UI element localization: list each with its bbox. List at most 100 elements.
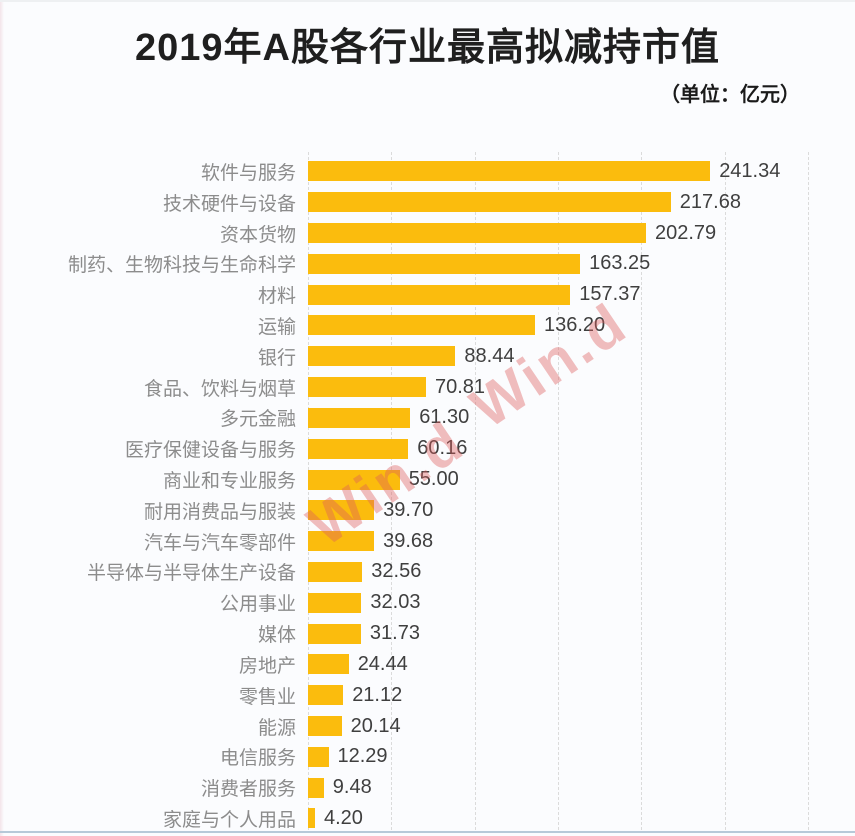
bar [308, 808, 315, 829]
bar [308, 192, 671, 213]
unit-label: （单位：亿元） [660, 84, 800, 106]
value-label: 32.03 [370, 591, 421, 614]
bar [308, 685, 344, 706]
chart-row: 汽车与汽车零部件 39.68 [0, 526, 855, 557]
category-label: 资本货物 [219, 224, 296, 246]
value-label: 39.68 [383, 529, 434, 552]
category-label: 汽车与汽车零部件 [143, 532, 296, 554]
category-label: 软件与服务 [200, 162, 296, 184]
category-label: 商业和专业服务 [162, 471, 296, 493]
value-label: 136.20 [544, 313, 606, 336]
value-label: 163.25 [589, 252, 651, 275]
chart-row: 零售业 21.12 [0, 680, 855, 711]
chart-row: 制药、生物科技与生命科学 163.25 [0, 248, 855, 279]
category-label: 媒体 [257, 625, 296, 647]
category-label: 银行 [257, 347, 296, 369]
value-label: 12.29 [337, 745, 388, 768]
category-label: 材料 [257, 286, 296, 308]
value-label: 24.44 [357, 652, 408, 675]
chart-row: 消费者服务 9.48 [0, 772, 855, 803]
bottom-border-line [0, 831, 855, 833]
value-label: 4.20 [324, 806, 363, 829]
category-label: 零售业 [238, 686, 296, 708]
chart-row: 商业和专业服务 55.00 [0, 464, 855, 495]
chart-row: 医疗保健设备与服务 60.16 [0, 433, 855, 464]
chart-row: 房地产 24.44 [0, 649, 855, 680]
bar [308, 161, 711, 182]
bar [308, 654, 349, 675]
gridline [724, 152, 726, 830]
value-label: 21.12 [352, 683, 403, 706]
value-label: 31.73 [369, 622, 420, 645]
category-label: 公用事业 [219, 594, 296, 616]
chart-row: 食品、饮料与烟草 70.81 [0, 372, 855, 403]
value-label: 157.37 [579, 283, 641, 306]
chart-row: 能源 20.14 [0, 711, 855, 742]
category-label: 运输 [257, 316, 296, 338]
value-label: 241.34 [719, 159, 781, 182]
category-label: 耐用消费品与服装 [143, 501, 296, 523]
gridline [808, 152, 809, 830]
chart-row: 运输 136.20 [0, 310, 855, 341]
category-label: 房地产 [238, 655, 296, 677]
bar [308, 284, 571, 305]
value-label: 20.14 [350, 714, 401, 737]
gridline [474, 152, 476, 830]
chart-row: 公用事业 32.03 [0, 587, 855, 618]
value-label: 9.48 [332, 776, 372, 799]
bar [308, 253, 581, 274]
chart-rows: 软件与服务 241.34 技术硬件与设备 217.68 资本货物 202.79 制药、生物科… [0, 156, 855, 834]
gridlines [308, 152, 810, 830]
bar [308, 346, 456, 367]
category-label: 制药、生物科技与生命科学 [67, 255, 296, 277]
chart-title: 2019年A股各行业最高拟减持市值 [135, 27, 720, 69]
left-edge-strip [0, 2, 4, 836]
bar [308, 561, 363, 582]
bar [308, 777, 324, 798]
chart-row: 资本货物 202.79 [0, 218, 855, 249]
bar [308, 531, 375, 552]
value-label: 217.68 [679, 190, 741, 213]
value-label: 39.70 [383, 498, 434, 521]
category-label: 能源 [257, 717, 296, 739]
gridline [308, 152, 309, 830]
category-label: 电信服务 [219, 748, 296, 770]
category-label: 多元金融 [219, 409, 296, 431]
bar [308, 315, 535, 336]
bar [308, 716, 342, 737]
chart-row: 银行 88.44 [0, 341, 855, 372]
bar [308, 377, 426, 398]
chart-row: 材料 157.37 [0, 279, 855, 310]
gridline [558, 152, 559, 830]
bar [308, 407, 411, 428]
bar [308, 223, 646, 244]
category-label: 半导体与半导体生产设备 [86, 563, 296, 585]
bar [308, 438, 409, 459]
chart-row: 技术硬件与设备 217.68 [0, 187, 855, 218]
bar-chart: 软件与服务 241.34 技术硬件与设备 217.68 资本货物 202.79 制药、生物科… [0, 152, 855, 834]
value-label: 70.81 [435, 375, 486, 398]
value-label: 88.44 [464, 344, 515, 367]
gridline [391, 152, 393, 830]
bar [308, 592, 362, 613]
value-label: 55.00 [408, 468, 459, 491]
gridline [641, 152, 643, 830]
bar [308, 500, 375, 521]
value-label: 202.79 [655, 221, 717, 244]
chart-row: 电信服务 12.29 [0, 741, 855, 772]
chart-row: 半导体与半导体生产设备 32.56 [0, 557, 855, 588]
chart-row: 耐用消费品与服装 39.70 [0, 495, 855, 526]
chart-row: 家庭与个人用品 4.20 [0, 803, 855, 834]
value-label: 60.16 [417, 437, 468, 460]
bar [308, 746, 329, 767]
value-label: 32.56 [371, 560, 422, 583]
category-label: 技术硬件与设备 [162, 193, 296, 215]
category-label: 食品、饮料与烟草 [143, 378, 296, 400]
value-label: 61.30 [419, 406, 470, 429]
category-label: 医疗保健设备与服务 [124, 440, 296, 462]
category-label: 家庭与个人用品 [162, 809, 296, 831]
chart-row: 多元金融 61.30 [0, 403, 855, 434]
category-label: 消费者服务 [200, 779, 296, 801]
bar [308, 623, 361, 644]
